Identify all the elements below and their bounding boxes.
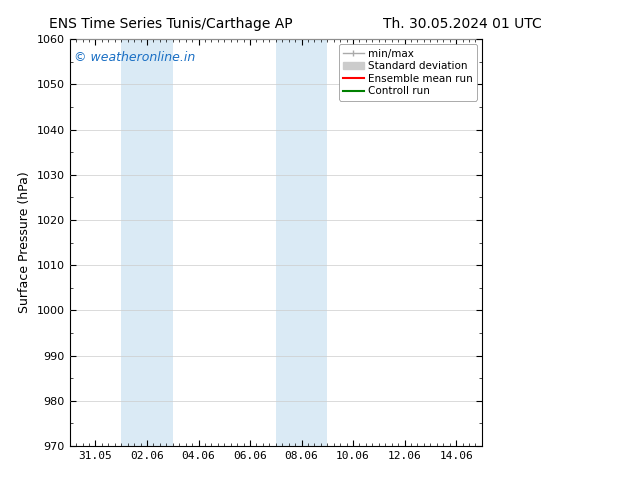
Text: ENS Time Series Tunis/Carthage AP: ENS Time Series Tunis/Carthage AP xyxy=(49,17,293,31)
Bar xyxy=(276,39,327,446)
Bar xyxy=(121,39,172,446)
Text: © weatheronline.in: © weatheronline.in xyxy=(74,51,195,64)
Text: Th. 30.05.2024 01 UTC: Th. 30.05.2024 01 UTC xyxy=(384,17,542,31)
Legend: min/max, Standard deviation, Ensemble mean run, Controll run: min/max, Standard deviation, Ensemble me… xyxy=(339,45,477,100)
Y-axis label: Surface Pressure (hPa): Surface Pressure (hPa) xyxy=(18,172,31,314)
